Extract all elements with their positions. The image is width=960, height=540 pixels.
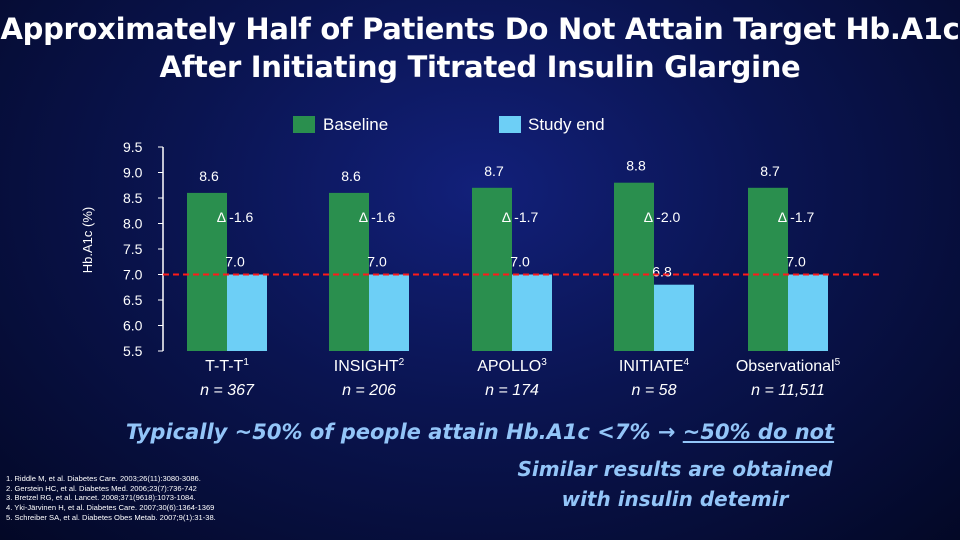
delta-label: Δ -1.6 xyxy=(359,209,396,225)
headline-statement: Typically ~50% of people attain Hb.A1c <… xyxy=(0,420,960,444)
delta-label: Δ -1.7 xyxy=(502,209,539,225)
similar-results-note: Similar results are obtained with insuli… xyxy=(500,454,850,514)
data-label-baseline: 8.7 xyxy=(760,163,780,179)
legend-label-baseline: Baseline xyxy=(323,115,388,134)
y-tick-label: 9.0 xyxy=(123,165,143,181)
data-label-study-end: 6.8 xyxy=(652,264,672,280)
data-label-baseline: 8.6 xyxy=(199,168,219,184)
headline-part-1: Typically ~50% of people attain Hb.A1c <… xyxy=(125,420,683,444)
data-label-baseline: 8.8 xyxy=(626,158,646,174)
y-tick-label: 7.0 xyxy=(123,267,143,283)
reference-4: 4. Yki-Järvinen H, et al. Diabetes Care.… xyxy=(6,503,215,513)
category-name: APOLLO xyxy=(477,358,541,375)
page-title: Approximately Half of Patients Do Not At… xyxy=(0,10,960,86)
title-line-1: Approximately Half of Patients Do Not At… xyxy=(0,12,960,46)
data-label-baseline: 8.6 xyxy=(341,168,361,184)
headline-part-2: ~50% do not xyxy=(682,420,835,444)
category-n-label: n = 58 xyxy=(632,382,677,399)
delta-label: Δ -1.6 xyxy=(217,209,254,225)
category-name: INITIATE xyxy=(619,358,684,375)
data-label-study-end: 7.0 xyxy=(367,254,387,270)
delta-label: Δ -2.0 xyxy=(644,209,681,225)
y-tick-label: 5.5 xyxy=(123,343,143,359)
category-name: T-T-T xyxy=(205,358,243,375)
y-tick-label: 8.5 xyxy=(123,190,143,206)
category-label: INITIATE4 xyxy=(619,357,690,375)
bar-study-end xyxy=(227,274,267,351)
bar-baseline xyxy=(329,192,369,351)
category-superscript: 1 xyxy=(243,357,249,368)
bar-study-end xyxy=(654,284,694,351)
reference-2: 2. Gerstein HC, et al. Diabetes Med. 200… xyxy=(6,483,197,493)
category-name: INSIGHT xyxy=(334,358,399,375)
legend-label-study-end: Study end xyxy=(528,115,605,134)
delta-label: Δ -1.7 xyxy=(778,209,815,225)
data-label-study-end: 7.0 xyxy=(510,254,530,270)
category-superscript: 3 xyxy=(541,357,547,368)
category-label: INSIGHT2 xyxy=(334,357,405,375)
data-label-study-end: 7.0 xyxy=(786,254,806,270)
category-n-label: n = 174 xyxy=(485,382,539,399)
similar-line-2: with insulin detemir xyxy=(561,487,789,511)
references: 1. Riddle M, et al. Diabetes Care. 2003;… xyxy=(6,474,306,523)
reference-5: 5. Schreiber SA, et al. Diabetes Obes Me… xyxy=(6,512,216,522)
legend-swatch-study-end xyxy=(499,116,521,133)
bar-baseline xyxy=(614,182,654,351)
bar-baseline xyxy=(187,192,227,351)
y-tick-label: 9.5 xyxy=(123,139,143,155)
reference-1: 1. Riddle M, et al. Diabetes Care. 2003;… xyxy=(6,474,201,483)
y-tick-label: 7.5 xyxy=(123,241,143,257)
similar-line-1: Similar results are obtained xyxy=(517,457,833,481)
y-tick-label: 8.0 xyxy=(123,216,143,232)
legend-swatch-baseline xyxy=(293,116,315,133)
bar-baseline xyxy=(472,187,512,351)
title-line-2: After Initiating Titrated Insulin Glargi… xyxy=(159,50,801,84)
bar-chart: Baseline Study end Hb.A1c (%) 9.5 9.0 8.5 8.0 7… xyxy=(80,115,880,399)
category-label: Observational5 xyxy=(736,357,841,375)
category-n-label: n = 367 xyxy=(200,382,255,399)
data-label-study-end: 7.0 xyxy=(225,254,245,270)
category-superscript: 2 xyxy=(399,357,405,368)
data-label-baseline: 8.7 xyxy=(484,163,504,179)
reference-3: 3. Bretzel RG, et al. Lancet. 2008;371(9… xyxy=(6,493,196,503)
y-tick-label: 6.0 xyxy=(123,318,143,334)
bar-study-end xyxy=(788,274,828,351)
bar-study-end xyxy=(369,274,409,351)
bar-baseline xyxy=(748,187,788,351)
category-label: APOLLO3 xyxy=(477,357,547,375)
category-label: T-T-T1 xyxy=(205,357,249,375)
category-name: Observational xyxy=(736,358,835,375)
y-axis-label: Hb.A1c (%) xyxy=(80,207,95,273)
category-superscript: 4 xyxy=(684,357,690,368)
bar-study-end xyxy=(512,274,552,351)
category-n-label: n = 206 xyxy=(342,382,396,399)
category-n-label: n = 11,511 xyxy=(751,382,825,399)
y-tick-label: 6.5 xyxy=(123,292,143,308)
category-superscript: 5 xyxy=(835,357,841,368)
